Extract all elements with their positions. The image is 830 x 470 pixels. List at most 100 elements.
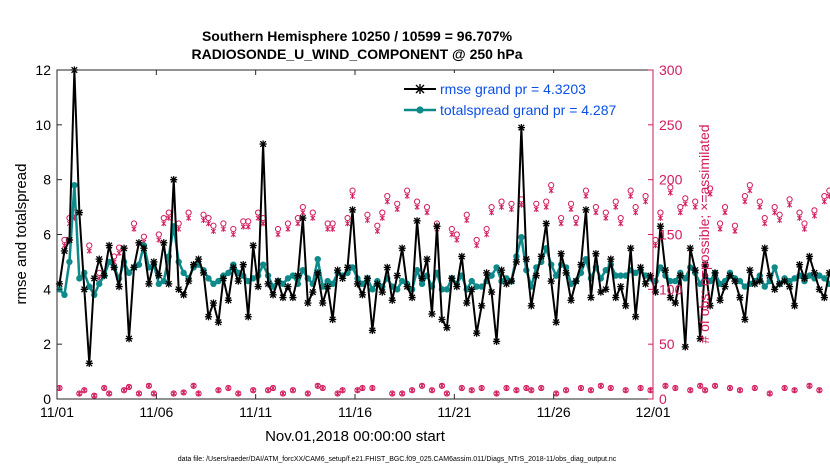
totalspread-point <box>443 286 451 293</box>
rmse-point <box>587 293 595 302</box>
totalspread-point <box>468 277 475 285</box>
obs-assimilated-point <box>578 385 584 391</box>
rmse-point <box>145 280 153 288</box>
obs-assimilated-point <box>523 385 529 391</box>
obs-assimilated-point <box>315 383 321 389</box>
rmse-point <box>766 272 774 280</box>
obs-assimilated-point <box>588 387 594 394</box>
obs-possible-point <box>657 209 664 216</box>
obs-assimilated-point <box>623 387 629 394</box>
obs-assimilated-point <box>563 387 569 394</box>
rmse-point <box>408 293 416 302</box>
totalspread-point <box>418 280 426 288</box>
totalspread-point <box>667 277 674 285</box>
totalspread-point <box>602 266 610 274</box>
obs-assimilated-point <box>215 387 221 394</box>
obs-assimilated-point <box>126 384 132 390</box>
totalspread-point <box>215 277 222 285</box>
rmse-point <box>294 272 302 280</box>
obs-assimilated-point <box>598 383 604 389</box>
obs-assimilated-point <box>300 209 306 216</box>
obs-possible-point <box>344 214 351 222</box>
obs-assimilated-point <box>712 383 718 389</box>
obs-assimilated-point <box>558 220 564 227</box>
obs-assimilated-point <box>364 217 370 224</box>
totalspread-point <box>657 264 664 271</box>
rmse-point <box>329 315 337 324</box>
y-tick-label: 12 <box>35 62 51 78</box>
obs-assimilated-point <box>811 213 817 219</box>
y-right-tick-label: 0 <box>659 391 667 407</box>
obs-assimilated-point <box>131 226 137 232</box>
rmse-point <box>343 263 352 271</box>
obs-assimilated-point <box>707 191 713 197</box>
obs-possible-point <box>160 214 167 222</box>
obs-possible-point <box>707 185 714 192</box>
rmse-point <box>338 274 347 282</box>
rmse-point <box>185 277 193 285</box>
obs-assimilated-point <box>702 387 708 394</box>
obs-possible-point <box>776 211 783 218</box>
obs-assimilated-point <box>459 385 465 391</box>
obs-possible-point <box>473 236 480 244</box>
obs-possible-point <box>811 207 818 214</box>
obs-assimilated-point <box>498 204 505 210</box>
rmse-point <box>473 329 481 337</box>
obs-assimilated-point <box>86 248 92 254</box>
obs-assimilated-point <box>464 217 470 224</box>
obs-assimilated-point <box>429 387 435 394</box>
rmse-point <box>398 244 406 252</box>
rmse-point <box>771 285 779 293</box>
rmse-point <box>383 263 391 271</box>
rmse-point <box>656 222 665 230</box>
rmse-point <box>681 343 689 351</box>
rmse-point <box>756 277 764 285</box>
obs-possible-point <box>801 220 808 227</box>
rmse-point <box>547 277 555 285</box>
obs-assimilated-point <box>121 387 127 394</box>
obs-possible-point <box>761 214 768 222</box>
totalspread-point <box>473 283 480 290</box>
rmse-point <box>269 291 277 299</box>
rmse-point <box>140 244 148 252</box>
rmse-line <box>58 69 830 365</box>
totalspread-point <box>612 272 619 279</box>
rmse-point <box>358 291 367 299</box>
rmse-point <box>483 269 491 277</box>
obs-assimilated-point <box>409 387 415 394</box>
obs-possible-point <box>796 209 803 216</box>
obs-assimilated-point <box>285 226 291 232</box>
obs-assimilated-point <box>439 383 445 389</box>
rmse-point <box>75 208 83 217</box>
obs-assimilated-point <box>608 385 614 391</box>
totalspread-point <box>180 269 187 277</box>
rmse-point <box>537 252 545 261</box>
rmse-point <box>170 176 178 184</box>
totalspread-point <box>741 283 749 290</box>
obs-assimilated-point <box>697 383 703 389</box>
totalspread-point <box>61 291 68 299</box>
y-right-tick-label: 200 <box>659 172 683 188</box>
obs-assimilated-point <box>310 215 316 221</box>
obs-assimilated-point <box>662 383 668 389</box>
rmse-point <box>319 299 327 307</box>
obs-assimilated-point <box>687 387 693 394</box>
rmse-point <box>478 302 486 310</box>
rmse-point <box>448 274 456 282</box>
obs-possible-point <box>220 220 227 227</box>
obs-assimilated-point <box>727 385 733 391</box>
totalspread-point <box>821 275 828 282</box>
rmse-point <box>632 313 640 321</box>
obs-assimilated-point <box>444 390 450 397</box>
rmse-point <box>751 280 759 288</box>
totalspread-point <box>279 280 287 288</box>
obs-assimilated-point <box>479 385 485 391</box>
obs-assimilated-point <box>677 209 683 216</box>
rmse-point <box>607 255 615 263</box>
y-axis-label: rmse and totalspread <box>13 164 30 305</box>
rmse-point <box>512 258 521 266</box>
obs-possible-point <box>667 184 674 191</box>
obs-assimilated-point <box>791 387 798 394</box>
rmse-point <box>800 274 809 282</box>
obs-assimilated-point <box>116 250 122 256</box>
